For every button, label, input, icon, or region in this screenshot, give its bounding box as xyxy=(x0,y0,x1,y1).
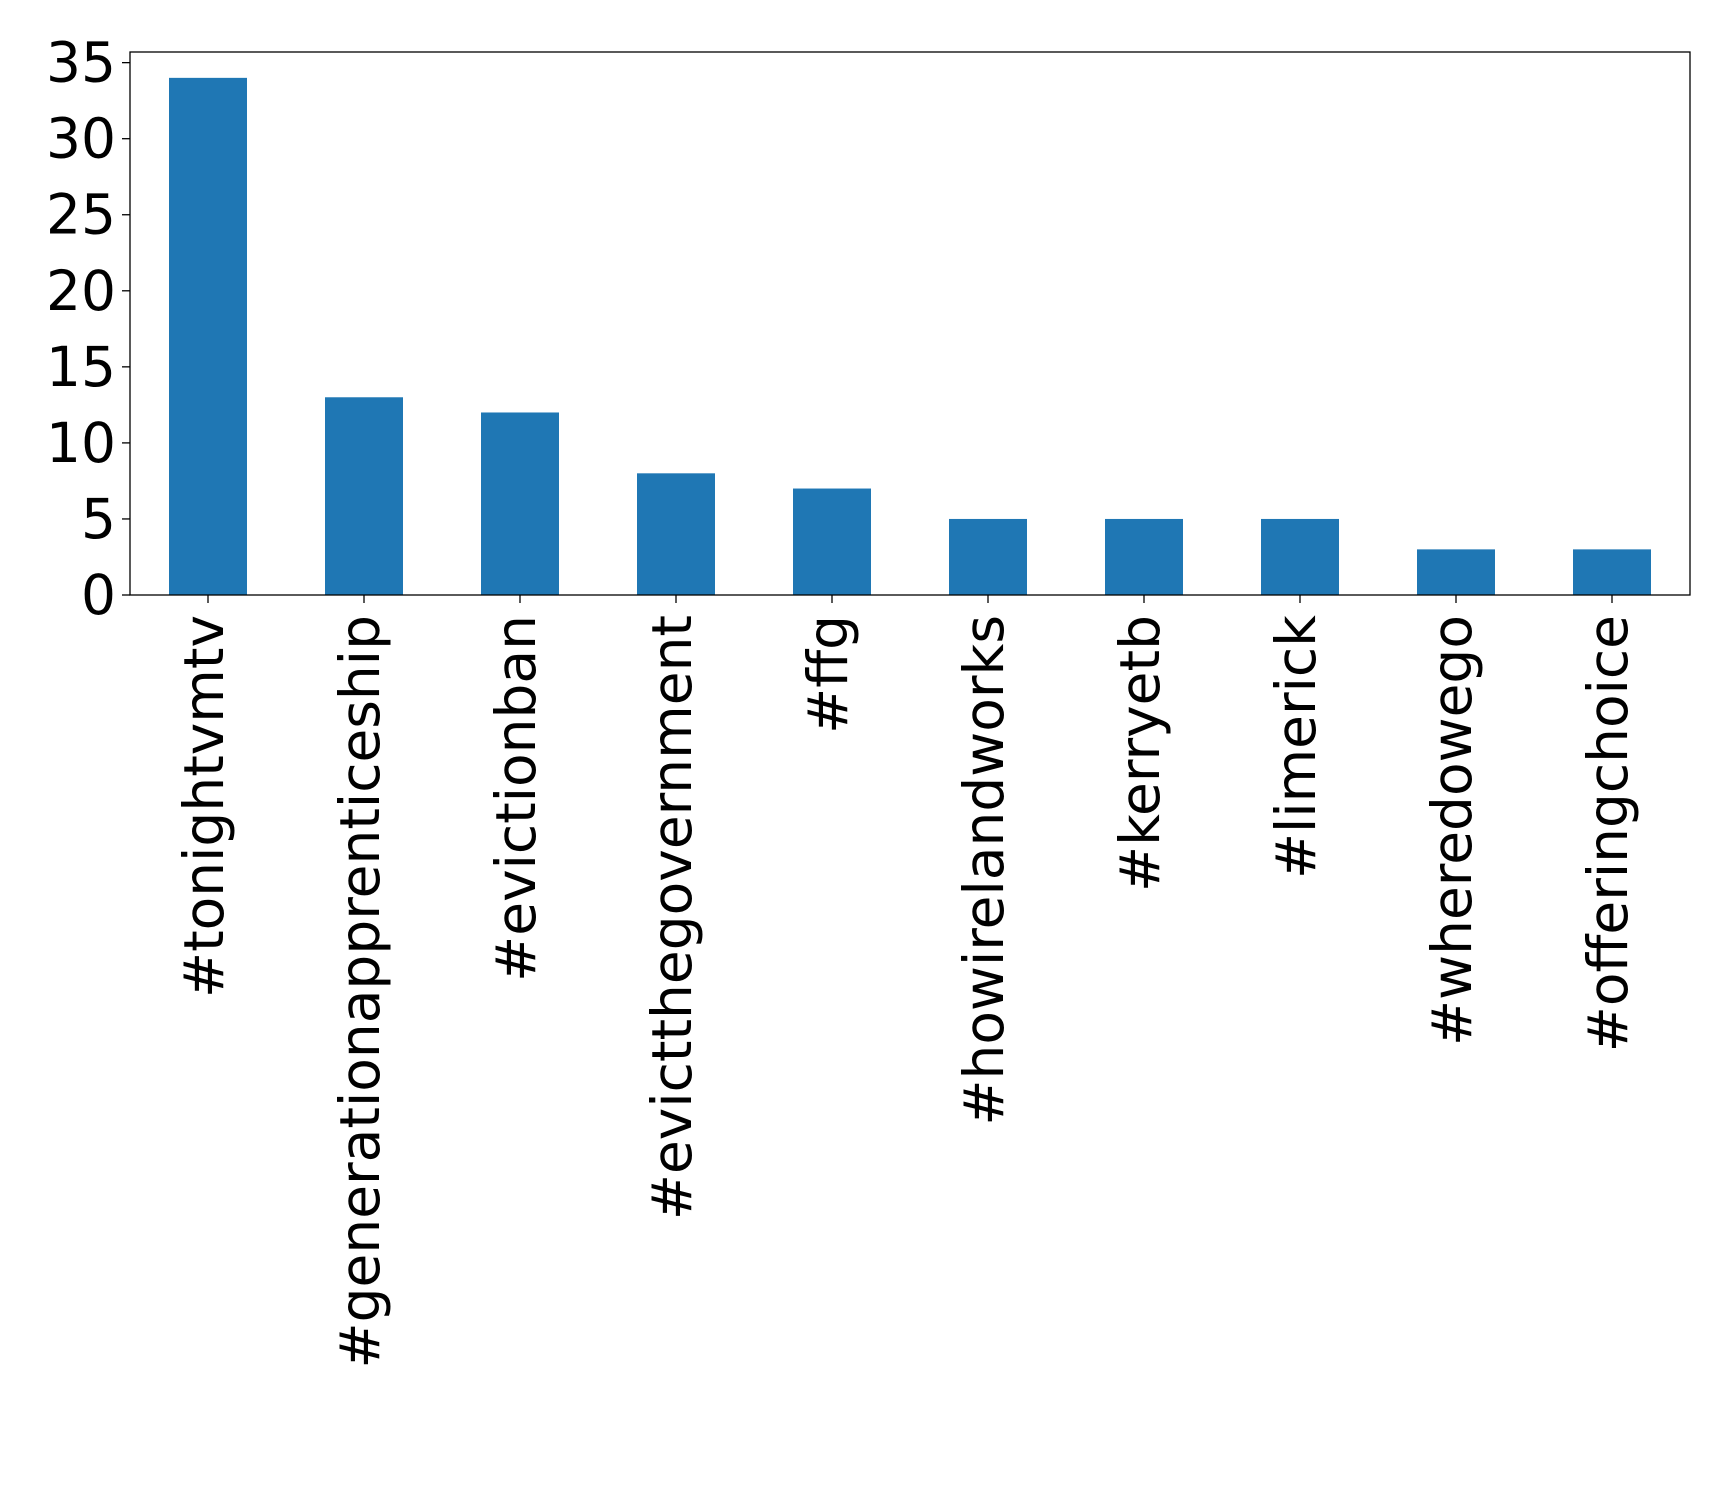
y-axis: 0 5 10 15 20 25 30 35 xyxy=(46,31,130,627)
y-tick-label: 5 xyxy=(81,487,116,551)
bar xyxy=(481,412,559,595)
bar xyxy=(169,77,247,596)
x-tick-label: #ffg xyxy=(796,615,860,734)
x-tick-label: #evictthegovernment xyxy=(640,615,704,1220)
y-tick-label: 30 xyxy=(46,107,116,171)
bar xyxy=(1105,518,1183,595)
bars-group xyxy=(169,77,1651,596)
x-tick-label: #kerryetb xyxy=(1108,615,1172,892)
x-tick-label: #generationapprenticeship xyxy=(328,615,392,1368)
bar xyxy=(637,473,715,595)
x-axis: #tonightvmtv #generationapprenticeship #ev… xyxy=(172,595,1640,1368)
y-tick-label: 25 xyxy=(46,183,116,247)
y-tick-label: 10 xyxy=(46,411,116,475)
bar xyxy=(949,518,1027,595)
bar xyxy=(793,488,871,595)
bar xyxy=(1573,549,1651,595)
x-tick-label: #tonightvmtv xyxy=(172,615,236,998)
x-tick-label: #wheredowego xyxy=(1420,615,1484,1046)
x-tick-label: #howirelandworks xyxy=(952,615,1016,1126)
x-tick-label: #limerick xyxy=(1264,615,1328,879)
y-tick-label: 0 xyxy=(81,563,116,627)
x-tick-label: #evictionban xyxy=(484,615,548,982)
bar xyxy=(1417,549,1495,595)
axes-frame xyxy=(129,51,1691,596)
bar xyxy=(325,397,403,595)
x-tick-label: #offeringchoice xyxy=(1576,615,1640,1052)
y-tick-label: 20 xyxy=(46,259,116,323)
y-tick-label: 15 xyxy=(46,335,116,399)
bar xyxy=(1261,518,1339,595)
y-tick-label: 35 xyxy=(46,31,116,95)
